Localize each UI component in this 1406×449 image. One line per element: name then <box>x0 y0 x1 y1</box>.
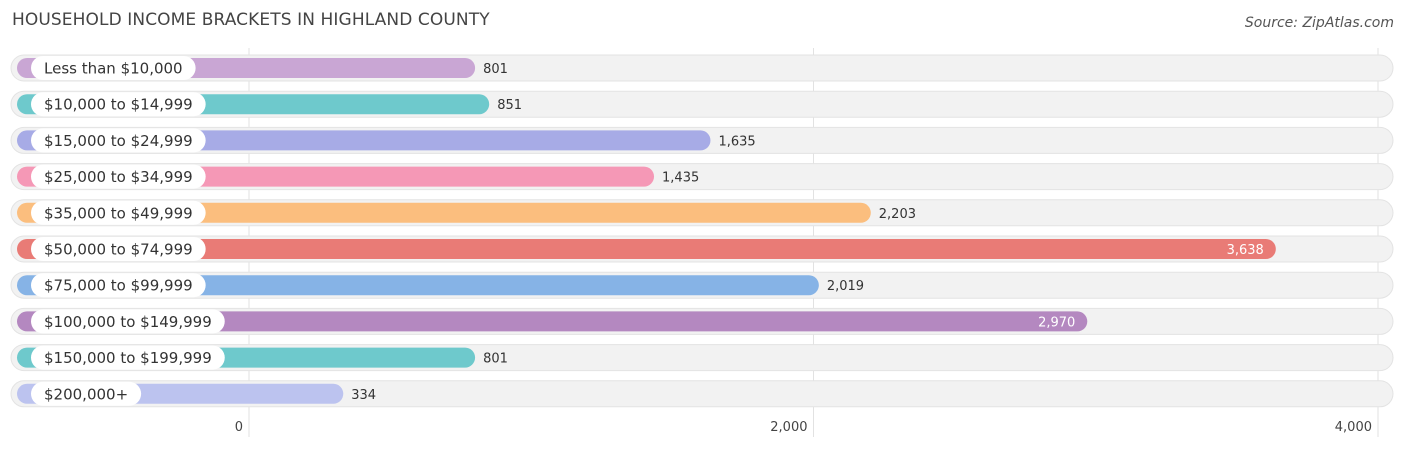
bar-row-3: $25,000 to $34,999 1,435 <box>10 163 1394 191</box>
category-label-pill <box>31 381 142 406</box>
bar-row-9: $200,000+ 334 <box>10 380 1394 408</box>
bar <box>17 239 1276 259</box>
category-label: $10,000 to $14,999 <box>44 96 193 114</box>
category-label: Less than $10,000 <box>44 60 183 78</box>
bar-row-4: $35,000 to $49,999 2,203 <box>10 199 1394 227</box>
bar <box>17 202 871 223</box>
x-tick-label: 4,000 <box>1335 420 1372 435</box>
category-label-pill <box>31 309 225 334</box>
value-label: 1,635 <box>718 134 755 149</box>
bar <box>17 311 1088 332</box>
x-tick-label: 0 <box>235 420 243 435</box>
category-label: $100,000 to $149,999 <box>44 313 212 331</box>
bar-row-0: Less than $10,000 801 <box>10 54 1394 82</box>
chart-source: Source: ZipAtlas.com <box>1244 15 1394 31</box>
x-tick-label: 2,000 <box>770 420 807 435</box>
value-label: 2,203 <box>879 207 916 222</box>
bar-row-1: $10,000 to $14,999 851 <box>10 90 1394 118</box>
category-label: $200,000+ <box>44 385 128 403</box>
value-label: 3,638 <box>1227 243 1264 258</box>
value-label: 801 <box>483 62 508 77</box>
bar-row-6: $75,000 to $99,999 2,019 <box>10 271 1394 299</box>
category-label: $15,000 to $24,999 <box>44 132 193 150</box>
category-label-pill <box>31 345 225 370</box>
category-label: $25,000 to $34,999 <box>44 168 193 186</box>
category-label: $35,000 to $49,999 <box>44 204 193 222</box>
bar-row-8: $150,000 to $199,999 801 <box>10 344 1394 372</box>
value-label: 2,019 <box>827 279 864 294</box>
category-label-pill <box>31 273 206 298</box>
value-label: 334 <box>351 388 376 403</box>
value-label: 1,435 <box>662 171 699 186</box>
category-label-pill <box>31 128 206 153</box>
category-label-pill <box>31 56 196 80</box>
bar-row-2: $15,000 to $24,999 1,635 <box>10 126 1394 154</box>
value-label: 2,970 <box>1038 315 1075 330</box>
category-label: $150,000 to $199,999 <box>44 349 212 367</box>
bar-track <box>10 380 1394 408</box>
bar-row-5: $50,000 to $74,999 3,638 <box>10 235 1394 263</box>
category-label-pill <box>31 164 206 189</box>
bar <box>17 275 819 296</box>
bar-row-7: $100,000 to $149,999 2,970 <box>10 307 1394 335</box>
category-label-pill <box>31 237 206 261</box>
chart-title: HOUSEHOLD INCOME BRACKETS IN HIGHLAND CO… <box>12 10 490 30</box>
category-label-pill <box>31 200 206 225</box>
value-label: 801 <box>483 352 508 367</box>
category-label: $50,000 to $74,999 <box>44 241 193 259</box>
category-label: $75,000 to $99,999 <box>44 277 193 295</box>
value-label: 851 <box>497 98 522 113</box>
category-label-pill <box>31 92 206 117</box>
